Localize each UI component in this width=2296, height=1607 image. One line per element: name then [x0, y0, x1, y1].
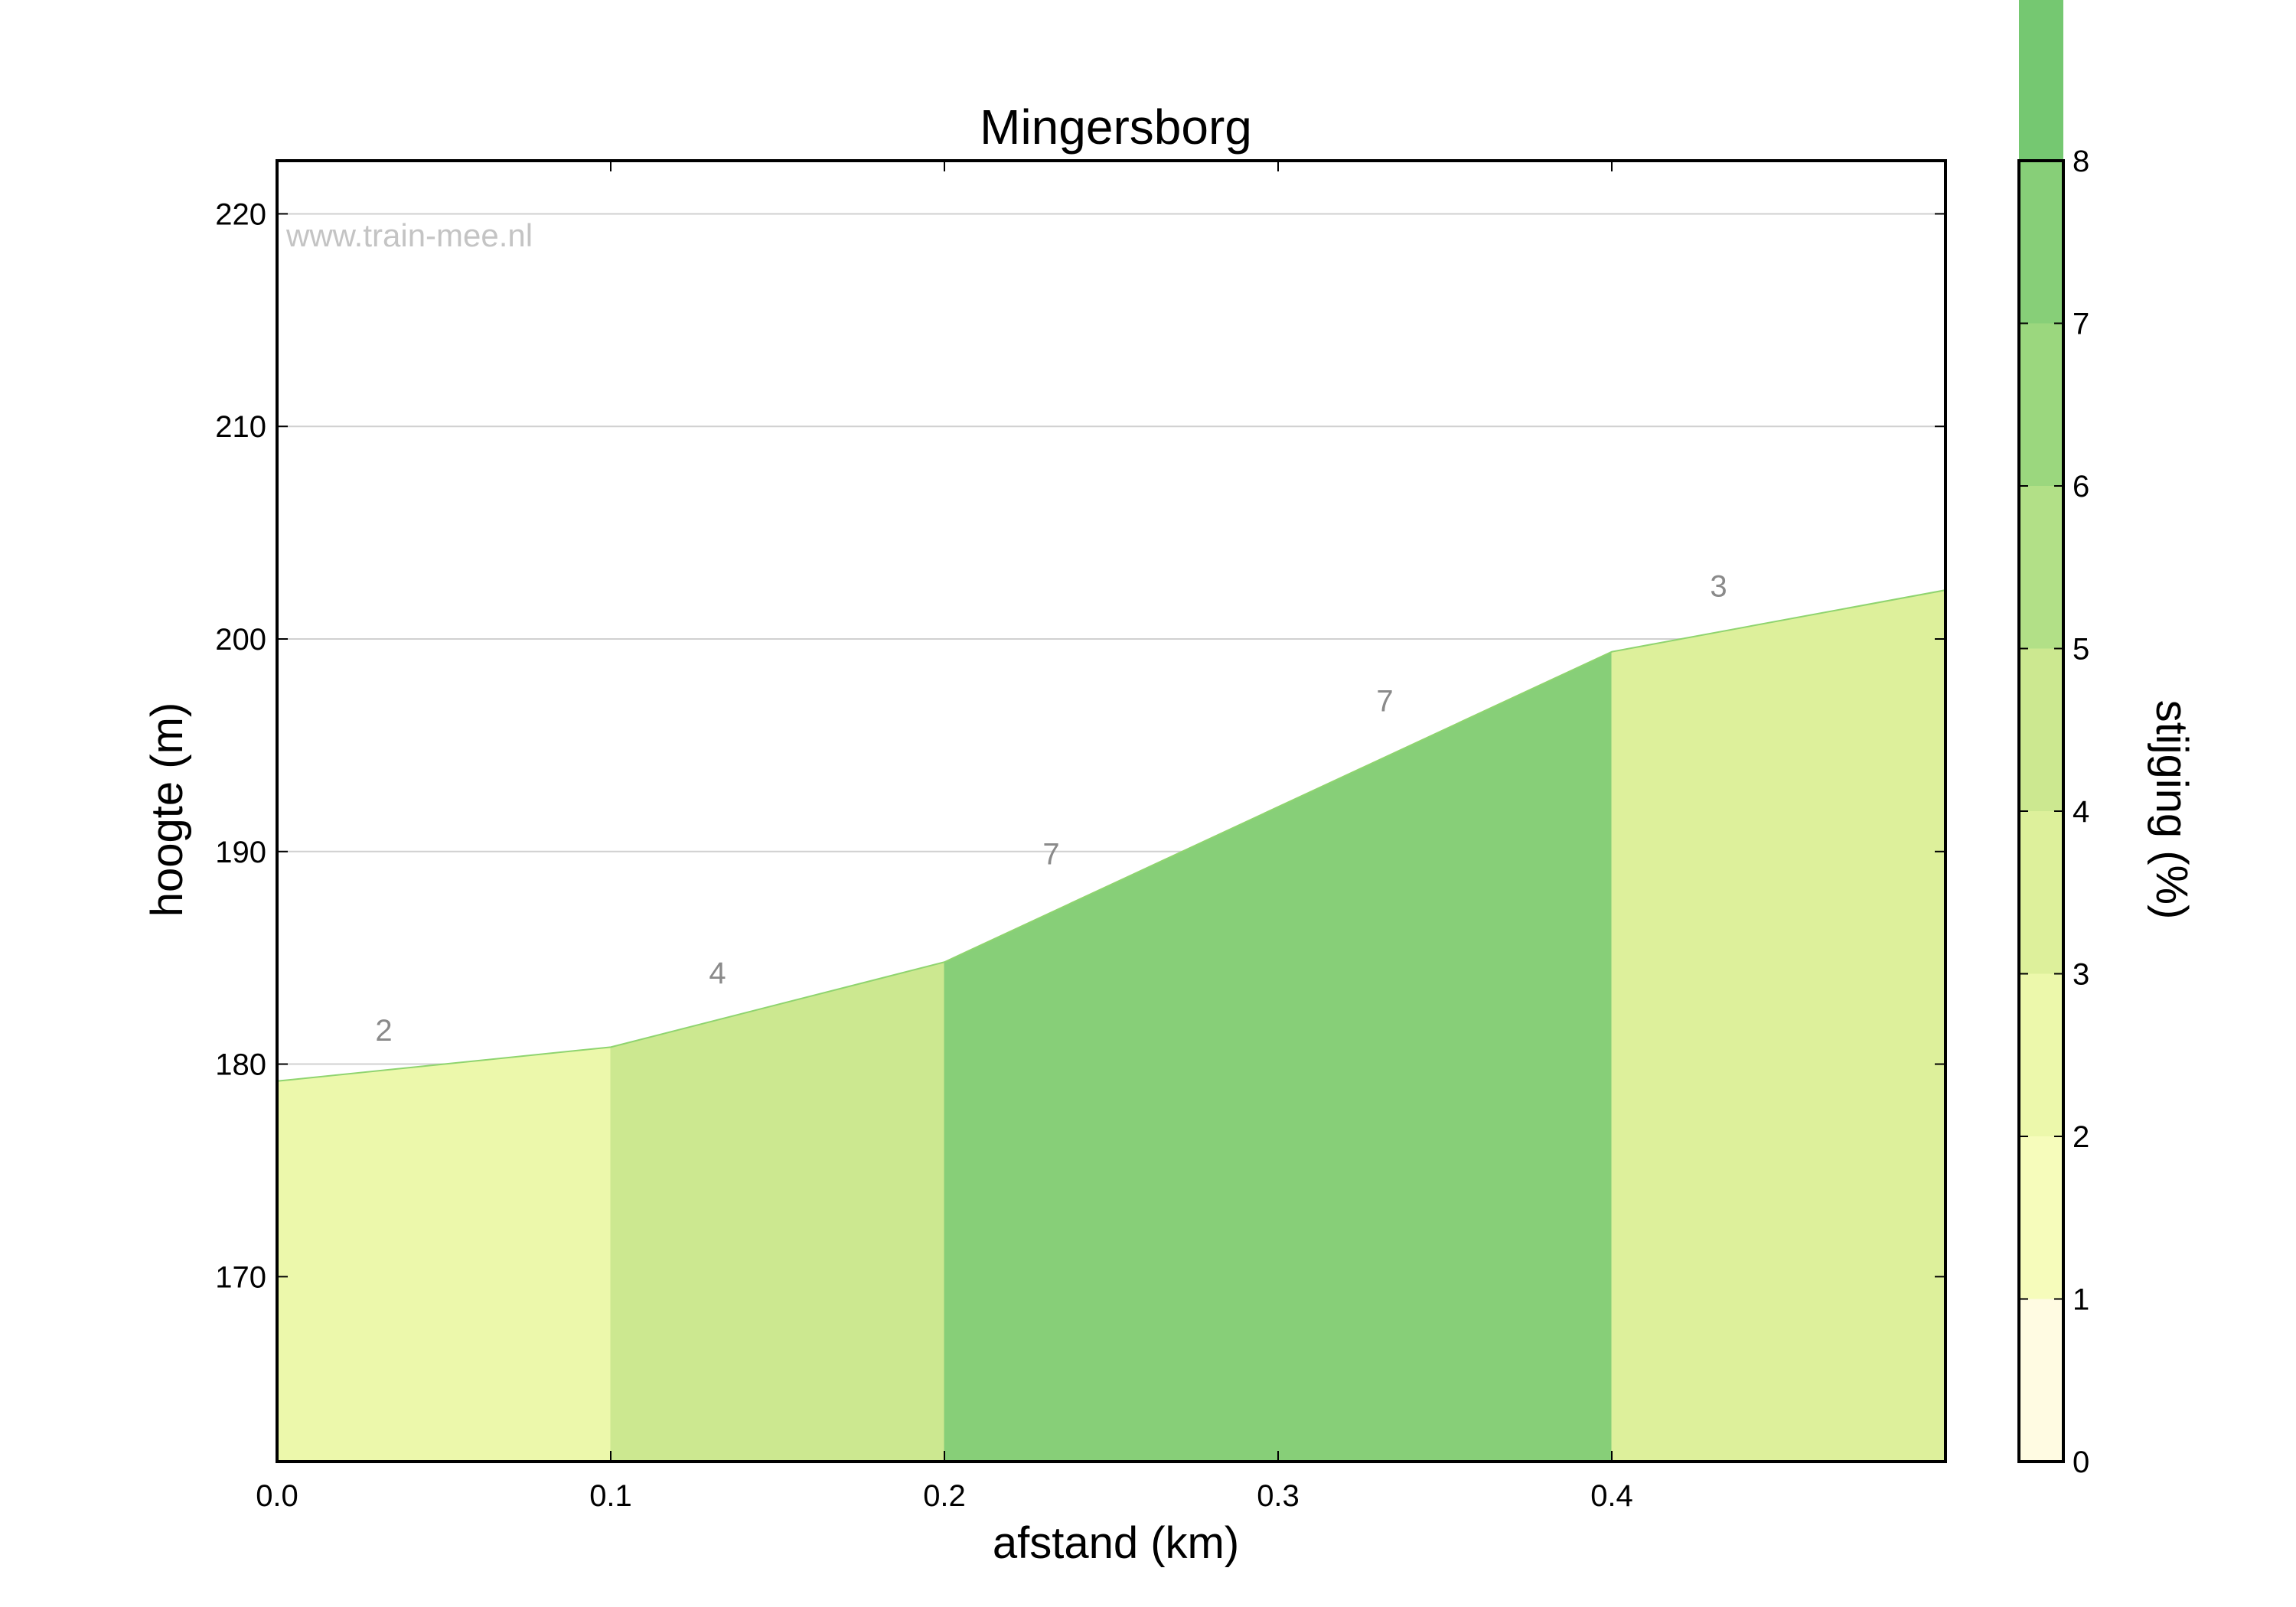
colorbar-tick-label: 8 [2073, 145, 2089, 178]
colorbar-band [2019, 1136, 2063, 1299]
x-tick-label: 0.4 [1590, 1479, 1633, 1513]
x-tick-label: 0.0 [256, 1479, 298, 1513]
colorbar-band [2019, 648, 2063, 811]
colorbar-tick-label: 7 [2073, 308, 2089, 341]
colorbar-band [2019, 811, 2063, 974]
y-tick-label: 180 [215, 1048, 266, 1082]
y-tick-label: 220 [215, 197, 266, 231]
y-tick-label: 200 [215, 623, 266, 657]
colorbar-band [2019, 1299, 2063, 1462]
y-tick-label: 210 [215, 410, 266, 444]
grade-label: 7 [1042, 837, 1059, 871]
colorbar-ticks [2019, 160, 2063, 1462]
grade-segment-fill [276, 1046, 612, 1462]
colorbar-bands [2019, 0, 2063, 1462]
colorbar-tick-label: 3 [2073, 958, 2089, 992]
elevation-profile-line [276, 589, 1946, 1082]
grade-label: 3 [1710, 569, 1727, 603]
grade-labels: 2 4 7 7 3 [375, 569, 1727, 1048]
grade-label: 2 [375, 1014, 392, 1048]
colorbar-tick-label: 0 [2073, 1446, 2089, 1479]
grade-label: 4 [709, 957, 726, 990]
y-axis-title: hoogte (m) [142, 702, 192, 917]
grade-segment-fill [1611, 589, 1946, 1462]
axis-ticks [276, 161, 1945, 1462]
plot-frame [276, 159, 1947, 1463]
colorbar-tick-label: 6 [2073, 470, 2089, 504]
grade-segment-fill [610, 961, 945, 1462]
colorbar-band [2019, 0, 2063, 161]
colorbar-tick-label: 4 [2073, 795, 2089, 829]
grade-label: 7 [1376, 684, 1393, 718]
colorbar-band [2019, 161, 2063, 324]
colorbar-tick-labels: 0 1 2 3 4 5 6 7 8 [2073, 145, 2089, 1479]
colorbar: 0 1 2 3 4 5 6 7 8 stijging (%) [2017, 0, 2197, 1479]
watermark-text: www.train-mee.nl [285, 217, 533, 253]
chart-title: Mingersborg [980, 99, 1252, 155]
colorbar-band [2019, 323, 2063, 486]
x-tick-label: 0.2 [923, 1479, 966, 1513]
x-axis-tick-labels: 0.0 0.1 0.2 0.3 0.4 [256, 1479, 1633, 1513]
y-tick-label: 190 [215, 836, 266, 869]
x-tick-label: 0.1 [589, 1479, 632, 1513]
colorbar-tick-label: 2 [2073, 1120, 2089, 1154]
colorbar-tick-label: 5 [2073, 633, 2089, 667]
x-axis-title: afstand (km) [993, 1518, 1239, 1568]
colorbar-tick-label: 1 [2073, 1283, 2089, 1317]
y-tick-label: 170 [215, 1260, 266, 1294]
colorbar-band [2019, 973, 2063, 1136]
colorbar-band [2019, 486, 2063, 649]
y-axis-tick-labels: 170 180 190 200 210 220 [215, 197, 266, 1294]
grade-segments [276, 589, 1946, 1462]
colorbar-title: stijging (%) [2147, 700, 2197, 920]
x-tick-label: 0.3 [1257, 1479, 1300, 1513]
